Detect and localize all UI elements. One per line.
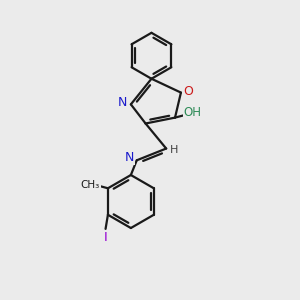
Text: H: H — [170, 145, 178, 155]
Text: O: O — [183, 85, 193, 98]
Text: N: N — [125, 152, 134, 164]
Text: I: I — [104, 231, 107, 244]
Text: CH₃: CH₃ — [81, 180, 100, 190]
Text: OH: OH — [184, 106, 202, 119]
Text: N: N — [118, 95, 127, 109]
